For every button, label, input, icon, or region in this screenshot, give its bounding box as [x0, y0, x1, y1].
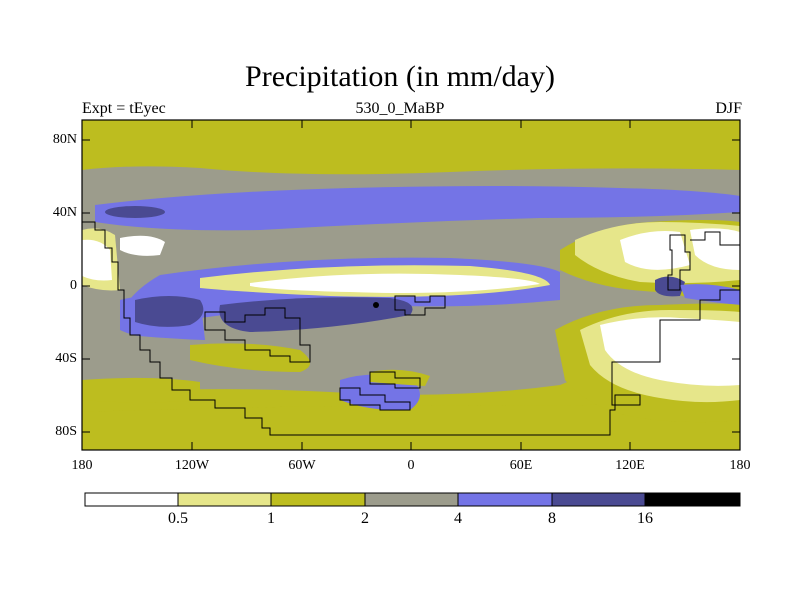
colorbar: [84, 492, 741, 507]
white-west: [82, 239, 112, 281]
blue-east: [680, 284, 740, 305]
y-tick-80n: 80N: [52, 132, 77, 147]
season-label: DJF: [715, 100, 742, 117]
x-tick-120e: 120E: [615, 458, 645, 473]
y-tick-40s: 40S: [55, 351, 77, 366]
axis-ticks: [82, 120, 740, 450]
colorbar-swatch-3: [365, 493, 458, 506]
white-east-south: [600, 317, 740, 386]
olive-band-north-2: [82, 152, 740, 175]
white-east-north-1: [620, 231, 690, 270]
dark-blue-east: [655, 276, 685, 297]
x-tick-180e: 180: [729, 458, 751, 473]
experiment-label: Expt = tEyec: [82, 100, 166, 117]
olive-south-west: [190, 343, 310, 372]
colorbar-swatch-5: [552, 493, 645, 506]
dark-blue-west: [135, 296, 204, 327]
x-tick-120w: 120W: [174, 458, 210, 473]
south-continent-outline: [204, 307, 311, 363]
colorbar-label-8: 8: [548, 510, 556, 527]
equatorial-white: [250, 273, 540, 293]
colorbar-swatch-2: [271, 493, 365, 506]
southern-island-outline-1: [339, 387, 411, 411]
continent-outlines: [82, 221, 740, 436]
y-tick-40n: 40N: [52, 205, 77, 220]
colorbar-swatch-4: [458, 493, 552, 506]
time-period-label: 530_0_MaBP: [355, 100, 445, 117]
precipitation-field: [82, 120, 740, 450]
map-title: Precipitation (in mm/day): [245, 60, 555, 93]
west-east-continent-outline: [82, 221, 740, 436]
colorbar-label-0-5: 0.5: [168, 510, 188, 527]
x-tick-60w: 60W: [288, 458, 316, 473]
olive-south-pole: [82, 404, 740, 450]
y-tick-80s: 80S: [55, 424, 77, 439]
dark-blue-central: [219, 297, 413, 332]
x-tick-0: 0: [407, 458, 415, 473]
white-west-small: [120, 235, 165, 256]
white-east-north-2: [690, 228, 740, 270]
olive-south-west-2: [82, 377, 200, 403]
equatorial-island-outline: [394, 295, 446, 316]
storm-track-blue: [95, 186, 740, 231]
northeast-coast-outline: [690, 231, 740, 246]
colorbar-swatch-0: [85, 493, 178, 506]
storm-track-core: [105, 206, 165, 218]
x-tick-60e: 60E: [509, 458, 533, 473]
colorbar-label-1: 1: [267, 510, 275, 527]
southern-island-outline-2: [369, 371, 421, 389]
max-precip-point: [373, 302, 379, 308]
colorbar-swatch-1: [178, 493, 271, 506]
colorbar-label-16: 16: [637, 510, 653, 527]
colorbar-label-4: 4: [454, 510, 462, 527]
colorbar-label-2: 2: [361, 510, 369, 527]
east-continent-outline: [667, 234, 691, 291]
x-tick-180w: 180: [71, 458, 93, 473]
colorbar-swatch-6: [645, 493, 740, 506]
y-tick-0: 0: [70, 278, 77, 293]
